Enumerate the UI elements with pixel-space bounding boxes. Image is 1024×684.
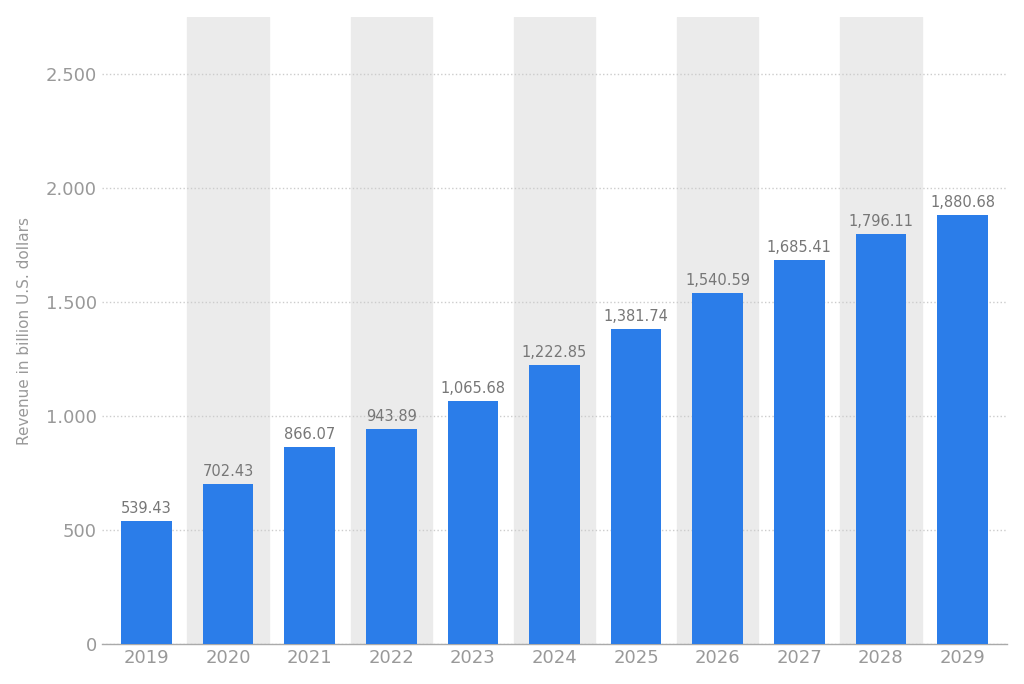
Bar <box>840 16 922 644</box>
Text: 539.43: 539.43 <box>121 501 172 516</box>
Text: 1,796.11: 1,796.11 <box>848 214 913 229</box>
Bar <box>447 402 499 644</box>
Bar <box>187 16 269 644</box>
Y-axis label: Revenue in billion U.S. dollars: Revenue in billion U.S. dollars <box>16 217 32 445</box>
Text: 866.07: 866.07 <box>284 427 335 442</box>
Bar <box>529 365 580 644</box>
Bar <box>610 329 662 644</box>
Bar <box>774 260 824 644</box>
Bar <box>285 447 335 644</box>
Bar <box>856 235 906 644</box>
Bar <box>366 429 417 644</box>
Text: 1,065.68: 1,065.68 <box>440 381 506 396</box>
Bar <box>203 484 253 644</box>
Text: 1,685.41: 1,685.41 <box>767 239 831 254</box>
Bar <box>514 16 595 644</box>
Bar <box>937 215 988 644</box>
Bar <box>121 521 172 644</box>
Text: 1,381.74: 1,381.74 <box>604 309 669 324</box>
Text: 943.89: 943.89 <box>366 409 417 424</box>
Bar <box>350 16 432 644</box>
Text: 1,880.68: 1,880.68 <box>930 195 995 210</box>
Text: 1,540.59: 1,540.59 <box>685 273 751 288</box>
Bar <box>677 16 759 644</box>
Bar <box>692 293 743 644</box>
Text: 1,222.85: 1,222.85 <box>522 345 587 360</box>
Text: 702.43: 702.43 <box>203 464 254 479</box>
